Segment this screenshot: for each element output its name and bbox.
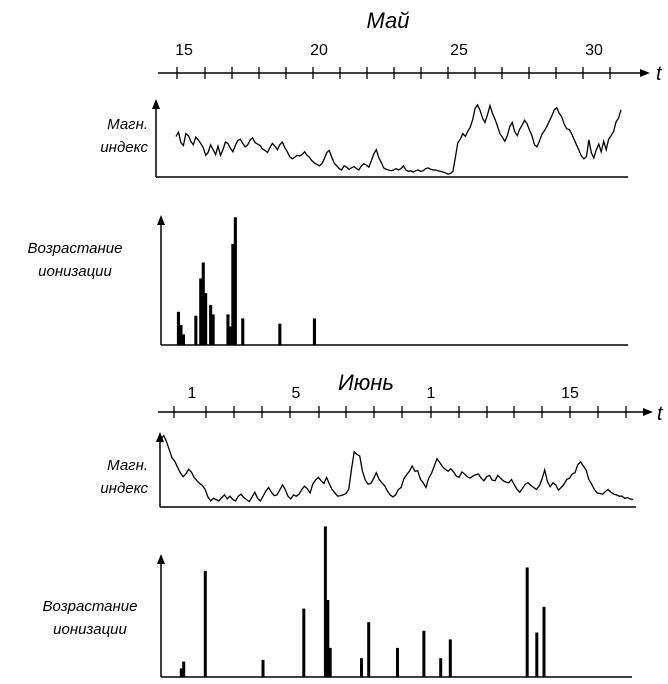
june-ionization-bar-80 bbox=[367, 622, 371, 677]
may-magnetic-index-series bbox=[175, 103, 622, 175]
may-ionization-bar-16 bbox=[211, 314, 215, 345]
may-ionization-bar-28 bbox=[241, 318, 245, 345]
may-ionization-bar-13 bbox=[204, 293, 208, 345]
june-axis-ticks bbox=[173, 406, 627, 418]
june-ionization-bar-12 bbox=[203, 570, 207, 677]
may-time-axis: Май t 15 20 25 30 bbox=[158, 8, 663, 85]
june-tick-label-1b: 1 bbox=[427, 385, 436, 402]
june-ionization-y-arrow bbox=[157, 554, 165, 564]
may-magnetic-index-panel: Магн. индекс bbox=[100, 99, 628, 178]
may-axis-arrow bbox=[640, 69, 650, 77]
june-ionization-bar-64 bbox=[328, 647, 332, 677]
june-ionization-bar-114 bbox=[448, 639, 452, 677]
june-magnetic-ylabel-line1: Магн. bbox=[107, 457, 148, 474]
june-tick-label-1a: 1 bbox=[188, 385, 197, 402]
june-tick-label-15: 15 bbox=[561, 385, 579, 402]
june-ionization-ylabel-line1: Возрастание bbox=[43, 598, 138, 615]
june-ionization-bar-36 bbox=[261, 659, 265, 677]
may-tick-label-25: 25 bbox=[450, 42, 468, 59]
june-ionization-panel: Возрастание ионизации bbox=[43, 526, 632, 678]
may-ionization-bar-4 bbox=[181, 334, 185, 345]
may-ionization-panel: Возрастание ионизации bbox=[28, 215, 628, 346]
june-ionization-bar-103 bbox=[422, 630, 426, 677]
june-ionization-bar-3 bbox=[182, 661, 186, 677]
june-ionization-bar-150 bbox=[535, 632, 539, 677]
may-tick-label-15: 15 bbox=[175, 42, 193, 59]
may-ionization-ylabel-line1: Возрастание bbox=[28, 240, 123, 257]
june-ionization-bar-92 bbox=[396, 647, 399, 677]
may-ionization-ylabel-line2: ионизации bbox=[38, 263, 112, 280]
may-ionization-bar-43 bbox=[278, 323, 282, 345]
may-ionization-bar-11 bbox=[199, 278, 203, 345]
may-month-label: Май bbox=[366, 8, 409, 33]
may-ionization-bar-24 bbox=[231, 243, 235, 345]
may-tick-label-20: 20 bbox=[310, 42, 328, 59]
june-ionization-ylabel-line2: ионизации bbox=[53, 621, 127, 638]
may-ionization-bar-12 bbox=[201, 262, 205, 345]
june-ionization-bar-110 bbox=[439, 658, 443, 677]
may-tick-label-30: 30 bbox=[585, 42, 603, 59]
june-ionization-bar-53 bbox=[302, 608, 306, 677]
may-magnetic-ylabel-line1: Магн. bbox=[107, 116, 148, 133]
june-magnetic-index-series bbox=[160, 434, 634, 503]
june-ionization-bar-63 bbox=[326, 600, 330, 677]
june-magnetic-index-panel: Магн. индекс bbox=[100, 432, 636, 508]
june-ionization-bar-146 bbox=[525, 567, 529, 677]
june-tick-label-5: 5 bbox=[292, 385, 301, 402]
june-ionization-bar-2 bbox=[179, 668, 183, 677]
june-magnetic-ylabel-line2: индекс bbox=[100, 480, 148, 497]
may-ionization-bar-22 bbox=[226, 314, 230, 345]
may-ionization-bar-3 bbox=[179, 325, 183, 345]
may-ionization-bars bbox=[176, 217, 316, 346]
june-month-label: Июнь bbox=[338, 370, 394, 395]
june-axis-label: t bbox=[657, 403, 664, 425]
june-ionization-bars bbox=[179, 526, 546, 677]
may-ionization-bar-25 bbox=[233, 217, 237, 345]
june-time-axis: Июнь t 1 5 1 15 bbox=[158, 370, 664, 425]
june-ionization-bar-62 bbox=[323, 526, 327, 677]
may-ionization-bar-15 bbox=[209, 305, 213, 345]
june-magnetic-y-arrow bbox=[156, 432, 164, 442]
may-ionization-bar-57 bbox=[312, 318, 316, 345]
may-ionization-bar-2 bbox=[176, 311, 180, 346]
june-ionization-bar-77 bbox=[360, 658, 363, 677]
may-ionization-bar-9 bbox=[194, 315, 198, 345]
june-axis-arrow bbox=[643, 408, 653, 416]
may-ionization-bar-23 bbox=[228, 326, 232, 345]
may-magnetic-y-arrow bbox=[152, 99, 160, 109]
may-axis-ticks bbox=[176, 67, 611, 79]
may-ionization-y-arrow bbox=[157, 215, 165, 225]
may-axis-label: t bbox=[656, 63, 663, 85]
june-ionization-bar-153 bbox=[542, 606, 546, 677]
may-magnetic-ylabel-line2: индекс bbox=[100, 139, 148, 156]
